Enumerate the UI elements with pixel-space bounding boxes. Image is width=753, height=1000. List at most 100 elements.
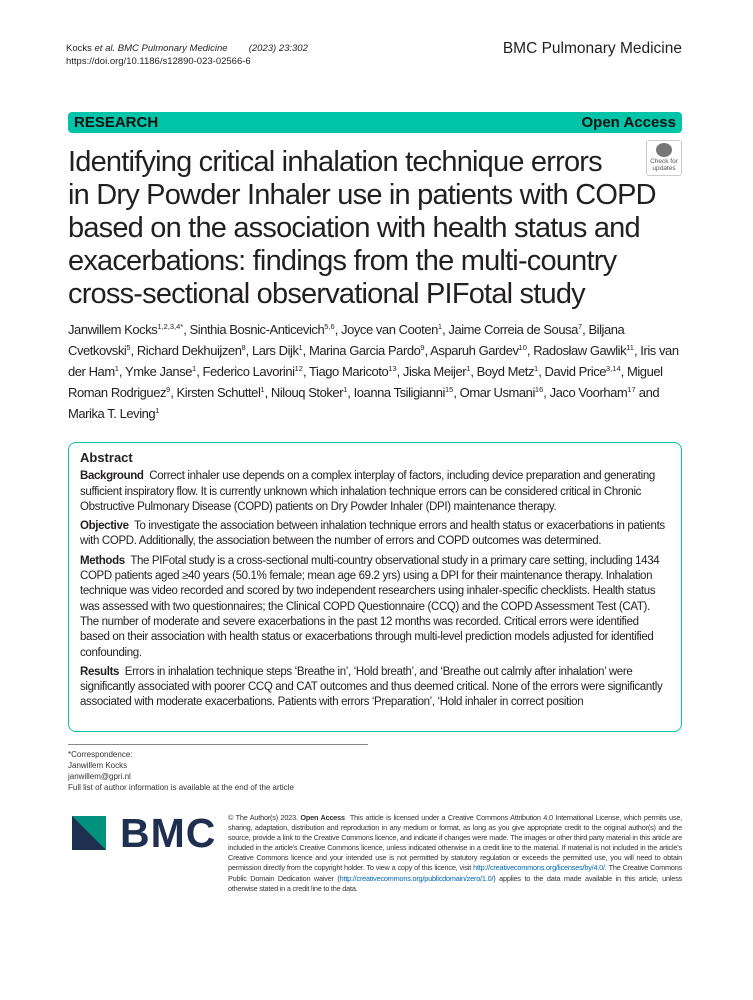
- author-name: Ioanna Tsiligianni: [353, 385, 446, 400]
- author-affiliation: 10: [518, 343, 527, 352]
- author-name: Kirsten Schuttel: [176, 385, 261, 400]
- check-updates-line1: Check for: [650, 158, 678, 165]
- correspondence-email[interactable]: janwillem@gpri.nl: [68, 772, 131, 781]
- author-name: Jaco Voorham: [549, 385, 628, 400]
- author-name: Marina Garcia Pardo: [309, 343, 421, 358]
- section-text: Errors in inhalation technique steps ‘Br…: [80, 665, 663, 709]
- author-affiliation: 1: [155, 406, 160, 415]
- bmc-logo: BMC: [72, 810, 228, 856]
- author-name: Federico Lavorini: [202, 364, 296, 379]
- bmc-logo-text: BMC: [120, 810, 217, 856]
- author-affiliation: 13: [388, 364, 397, 373]
- author: Asparuh Gardev10: [430, 343, 527, 358]
- license-row: BMC © The Author(s) 2023. Open Access Th…: [68, 813, 682, 894]
- author-affiliation: 9: [166, 385, 171, 394]
- author: Miguel Roman Rodriguez9: [68, 364, 663, 400]
- author: Federico Lavorini12: [203, 364, 303, 379]
- abstract-box: Abstract Background Correct inhaler use …: [68, 442, 682, 732]
- doi-link[interactable]: https://doi.org/10.1186/s12890-023-02566…: [66, 56, 251, 67]
- section-label: Background: [80, 470, 144, 483]
- author-affiliation: 1: [192, 364, 197, 373]
- correspondence-name: Janwillem Kocks: [68, 761, 128, 770]
- author: Boyd Metz1: [477, 364, 539, 379]
- author: Jaco Voorham17: [550, 385, 636, 400]
- author-affiliation: 16: [534, 385, 544, 394]
- author: Richard Dekhuijzen8: [137, 343, 246, 358]
- check-updates-line2: updates: [652, 165, 676, 172]
- citation-journal: BMC Pulmonary Medicine: [115, 43, 228, 54]
- section-label: Objective: [80, 520, 129, 533]
- author-affiliation: 11: [626, 343, 634, 352]
- author: David Price3,14: [545, 364, 621, 379]
- citation-year: (2023) 23:302: [248, 43, 308, 54]
- author-affiliation: 1: [343, 385, 348, 394]
- author-name: Jaime Correia de Sousa: [448, 322, 578, 337]
- article-title: Identifying critical inhalation techniqu…: [68, 146, 657, 310]
- author: Kirsten Schuttel1: [177, 385, 265, 400]
- bmc-logo-icon: [72, 816, 106, 850]
- abstract-heading: Abstract: [80, 450, 133, 465]
- section-text: Correct inhaler use depends on a complex…: [80, 470, 655, 513]
- copyright: © The Author(s) 2023.: [228, 813, 298, 822]
- author-affiliation: 1: [466, 364, 471, 373]
- author-name: David Price: [544, 364, 607, 379]
- license-body-3: ) applies to the data made available in …: [228, 873, 682, 893]
- author-name: Radosław Gawlik: [533, 343, 627, 358]
- author-name: Miguel Roman Rodriguez: [68, 364, 663, 400]
- author-affiliation: 12: [294, 364, 303, 373]
- author-affiliation: 1: [114, 364, 119, 373]
- author: Omar Usmani16: [460, 385, 544, 400]
- author-affiliation: 5,6: [324, 322, 335, 331]
- author-name: Lars Dijk: [251, 343, 299, 358]
- author: Lars Dijk1: [252, 343, 303, 358]
- correspondence-footnote: *Correspondence: Janwillem Kocks janwill…: [68, 749, 682, 793]
- citation-header: Kocks et al. BMC Pulmonary Medicine (202…: [66, 42, 308, 68]
- author-affiliation: 1: [437, 322, 443, 331]
- author-name: Biljana Cvetkovski: [68, 322, 625, 358]
- author-affiliation: 3,14: [606, 364, 621, 373]
- author-name: Janwillem Kocks: [68, 322, 158, 337]
- license-open-access: Open Access: [300, 813, 345, 822]
- author-name: Sinthia Bosnic-Anticevich: [189, 322, 325, 337]
- author-affiliation: 1,2,3,4*: [157, 322, 184, 331]
- license-body-2: . The Creative Commons Public Domain Ded…: [228, 863, 683, 883]
- license-text: © The Author(s) 2023. Open Access This a…: [228, 813, 682, 894]
- author: Jiska Meijer1: [403, 364, 470, 379]
- cc-zero-link[interactable]: http://creativecommons.org/publicdomain/…: [339, 873, 494, 883]
- author-name: Nilouq Stoker: [270, 385, 344, 400]
- author-name: Richard Dekhuijzen: [136, 343, 242, 358]
- author-affiliation: 8: [241, 343, 246, 352]
- footnote-divider: [68, 744, 368, 745]
- author-name: Marika T. Leving: [68, 406, 156, 421]
- author-affiliation: 1: [298, 343, 303, 352]
- author-name: Omar Usmani: [459, 385, 536, 400]
- author-name: Asparuh Gardev: [430, 343, 519, 358]
- abstract-background: Background Correct inhaler use depends o…: [80, 469, 670, 515]
- license-body: This article is licensed under a Creativ…: [228, 813, 683, 873]
- section-text: To investigate the association between i…: [80, 520, 665, 548]
- author-affiliation: 7: [577, 322, 583, 331]
- cc-by-link[interactable]: http://creativecommons.org/licenses/by/4…: [473, 863, 605, 873]
- author-affiliation: 9: [420, 343, 425, 352]
- author: Marina Garcia Pardo9: [309, 343, 425, 358]
- footnote-label: *Correspondence:: [68, 750, 133, 759]
- section-text: The PIFotal study is a cross-sectional m…: [80, 554, 660, 659]
- abstract-results: Results Errors in inhalation technique s…: [80, 665, 670, 711]
- author: Radosław Gawlik11: [533, 343, 634, 358]
- author: Ioanna Tsiligianni15: [354, 385, 454, 400]
- author-name: Jiska Meijer: [402, 364, 467, 379]
- author: Janwillem Kocks1,2,3,4*: [68, 322, 183, 337]
- author: Jaime Correia de Sousa7: [448, 322, 582, 337]
- author-name: Joyce van Cooten: [341, 322, 438, 337]
- author: Sinthia Bosnic-Anticevich5,6: [190, 322, 335, 337]
- author: Marika T. Leving1: [68, 406, 159, 421]
- author: Biljana Cvetkovski5: [68, 322, 625, 358]
- article-title-block: Identifying critical inhalation techniqu…: [68, 146, 682, 311]
- section-label: Results: [80, 665, 120, 678]
- author-name: Tiago Maricoto: [309, 364, 389, 379]
- check-updates-icon: [656, 143, 672, 157]
- author-affiliation: 15: [445, 385, 454, 394]
- section-label: Methods: [80, 554, 125, 567]
- author: Nilouq Stoker1: [271, 385, 347, 400]
- check-for-updates-button[interactable]: Check for updates: [646, 140, 682, 176]
